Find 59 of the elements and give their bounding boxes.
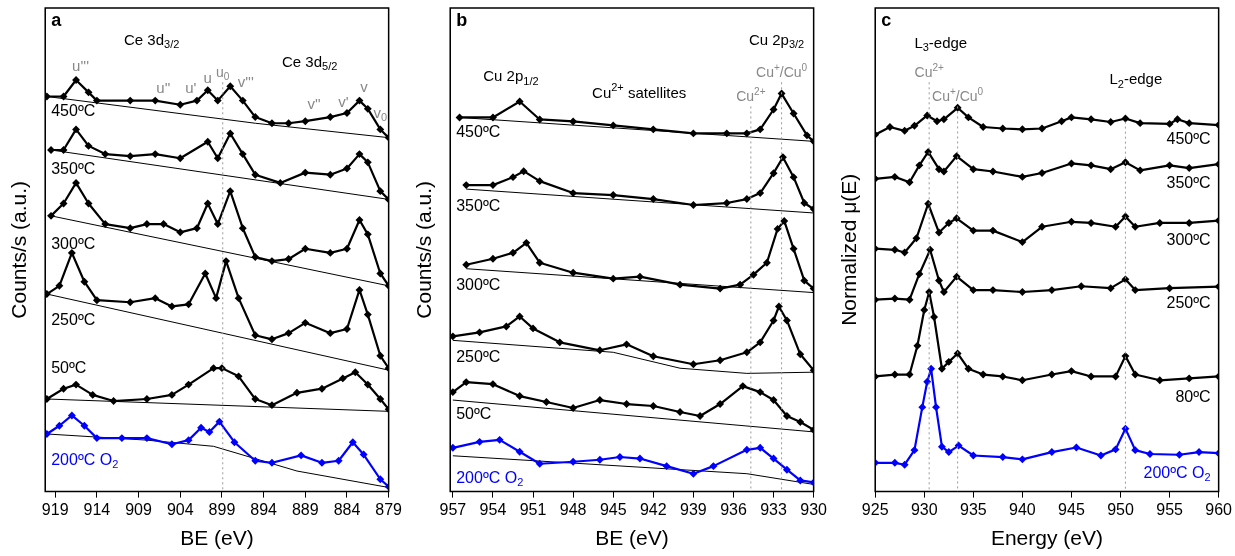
y-axis-title: Counts/s (a.u.) bbox=[7, 180, 31, 319]
series-label: 350ºC bbox=[1166, 173, 1211, 191]
series-label: 300ºC bbox=[51, 234, 96, 252]
x-tick-label: 930 bbox=[800, 500, 828, 518]
x-tick-label: 933 bbox=[760, 500, 788, 518]
series-label: 50ºC bbox=[51, 358, 87, 376]
x-axis-title: BE (eV) bbox=[595, 526, 669, 550]
annotation: u bbox=[203, 69, 212, 87]
x-tick-label: 904 bbox=[166, 500, 194, 518]
x-tick-label: 936 bbox=[720, 500, 747, 518]
x-tick-label: 909 bbox=[125, 500, 153, 518]
x-tick-label: 930 bbox=[910, 500, 938, 518]
annotation: v''' bbox=[237, 73, 254, 91]
x-tick-label: 954 bbox=[479, 500, 507, 518]
x-axis-title: Energy (eV) bbox=[990, 526, 1103, 550]
series-label: 300ºC bbox=[456, 276, 501, 294]
x-axis-title: BE (eV) bbox=[180, 526, 254, 550]
x-tick-label: 950 bbox=[1107, 500, 1134, 518]
x-tick-label: 940 bbox=[1009, 500, 1036, 518]
x-tick-label: 899 bbox=[208, 500, 236, 518]
x-tick-label: 919 bbox=[41, 500, 69, 518]
series-label: 450ºC bbox=[51, 101, 96, 119]
x-tick-label: 951 bbox=[519, 500, 547, 518]
y-axis-title: Counts/s (a.u.) bbox=[412, 180, 436, 319]
x-tick-label: 957 bbox=[439, 500, 467, 518]
x-tick-label: 879 bbox=[375, 500, 403, 518]
x-tick-label: 945 bbox=[1058, 500, 1085, 518]
x-tick-label: 942 bbox=[639, 500, 667, 518]
y-axis-title: Normalized μ(E) bbox=[837, 173, 861, 326]
chart-title: c bbox=[881, 9, 892, 30]
series-label: 450ºC bbox=[456, 122, 501, 140]
x-tick-label: 884 bbox=[333, 500, 361, 518]
chart-title: a bbox=[51, 9, 63, 30]
annotation: u' bbox=[185, 79, 197, 97]
annotation: v'' bbox=[307, 94, 321, 112]
series-label: 50ºC bbox=[456, 404, 492, 422]
x-tick-label: 894 bbox=[250, 500, 278, 518]
x-tick-label: 945 bbox=[599, 500, 627, 518]
series-label: 450ºC bbox=[1166, 130, 1211, 148]
x-tick-label: 948 bbox=[559, 500, 587, 518]
x-tick-label: 925 bbox=[861, 500, 889, 518]
series-label: 350ºC bbox=[51, 160, 96, 178]
annotation: v' bbox=[338, 92, 349, 110]
series-label: 80ºC bbox=[1175, 387, 1211, 405]
chart-title: b bbox=[456, 9, 468, 30]
series-label: 250ºC bbox=[51, 310, 96, 328]
series-label: 250ºC bbox=[1166, 293, 1211, 311]
series-label: 300ºC bbox=[1166, 230, 1211, 248]
x-tick-label: 939 bbox=[680, 500, 707, 518]
annotation: u'' bbox=[156, 79, 171, 97]
x-tick-label: 955 bbox=[1156, 500, 1184, 518]
annotation: v bbox=[360, 78, 369, 96]
x-tick-label: 914 bbox=[83, 500, 111, 518]
text: u''' bbox=[72, 56, 90, 74]
x-tick-label: 935 bbox=[959, 500, 987, 518]
x-tick-label: 889 bbox=[291, 500, 319, 518]
series-label: 350ºC bbox=[456, 196, 501, 214]
series-label: 250ºC bbox=[456, 347, 501, 365]
x-tick-label: 960 bbox=[1205, 500, 1233, 518]
